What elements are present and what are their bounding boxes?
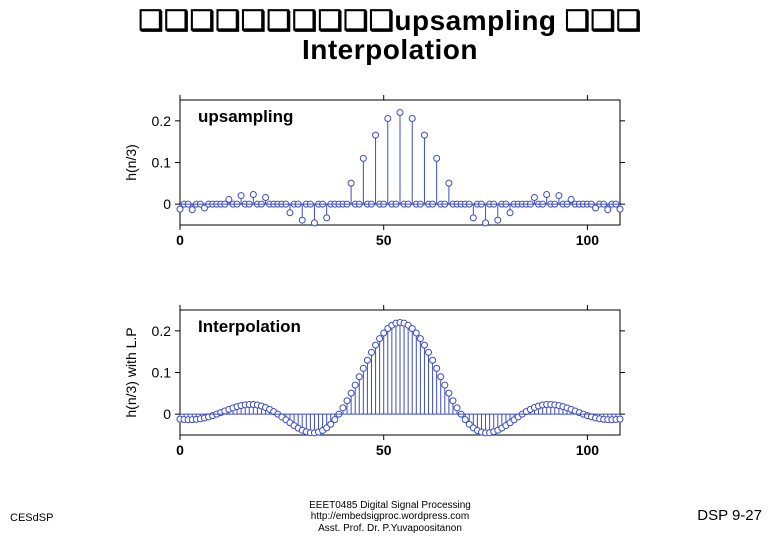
svg-text:100: 100 xyxy=(576,232,600,248)
title-line-1: ❑❑❑❑❑❑❑❑❑❑upsampling ❑❑❑ xyxy=(0,6,780,35)
page-title: ❑❑❑❑❑❑❑❑❑❑upsampling ❑❑❑ Interpolation xyxy=(0,0,780,65)
svg-text:0.1: 0.1 xyxy=(152,365,172,381)
svg-text:h(n/3) with L.P: h(n/3) with L.P xyxy=(123,327,139,417)
chart2-svg: 00.10.2050100Interpolationh(n/3) with L.… xyxy=(130,305,630,460)
svg-text:0: 0 xyxy=(163,406,171,422)
svg-text:50: 50 xyxy=(376,442,392,458)
footer-center: EEET0485 Digital Signal Processing http:… xyxy=(309,500,471,535)
chart1-svg: 00.10.2050100upsamplingh(n/3) xyxy=(130,95,630,250)
svg-text:100: 100 xyxy=(576,442,600,458)
interpolation-chart: 00.10.2050100Interpolationh(n/3) with L.… xyxy=(130,305,630,460)
chart-inner-label: Interpolation xyxy=(198,317,301,336)
svg-text:0: 0 xyxy=(176,442,184,458)
upsampling-chart: 00.10.2050100upsamplingh(n/3) xyxy=(130,95,630,250)
svg-text:50: 50 xyxy=(376,232,392,248)
footer-left: CESdSP xyxy=(10,512,53,524)
svg-text:0.1: 0.1 xyxy=(152,155,172,171)
footer-right: DSP 9-27 xyxy=(697,507,762,524)
svg-text:0: 0 xyxy=(163,196,171,212)
chart-inner-label: upsampling xyxy=(198,107,293,126)
title-line-2: Interpolation xyxy=(0,35,780,64)
footer-line: Asst. Prof. Dr. P.Yuvapoositanon xyxy=(309,523,471,535)
svg-text:0.2: 0.2 xyxy=(152,323,172,339)
svg-text:0.2: 0.2 xyxy=(152,113,172,129)
svg-text:0: 0 xyxy=(176,232,184,248)
footer-line: EEET0485 Digital Signal Processing xyxy=(309,500,471,512)
svg-text:h(n/3): h(n/3) xyxy=(123,144,139,181)
footer-line: http://embedsigproc.wordpress.com xyxy=(309,511,471,523)
